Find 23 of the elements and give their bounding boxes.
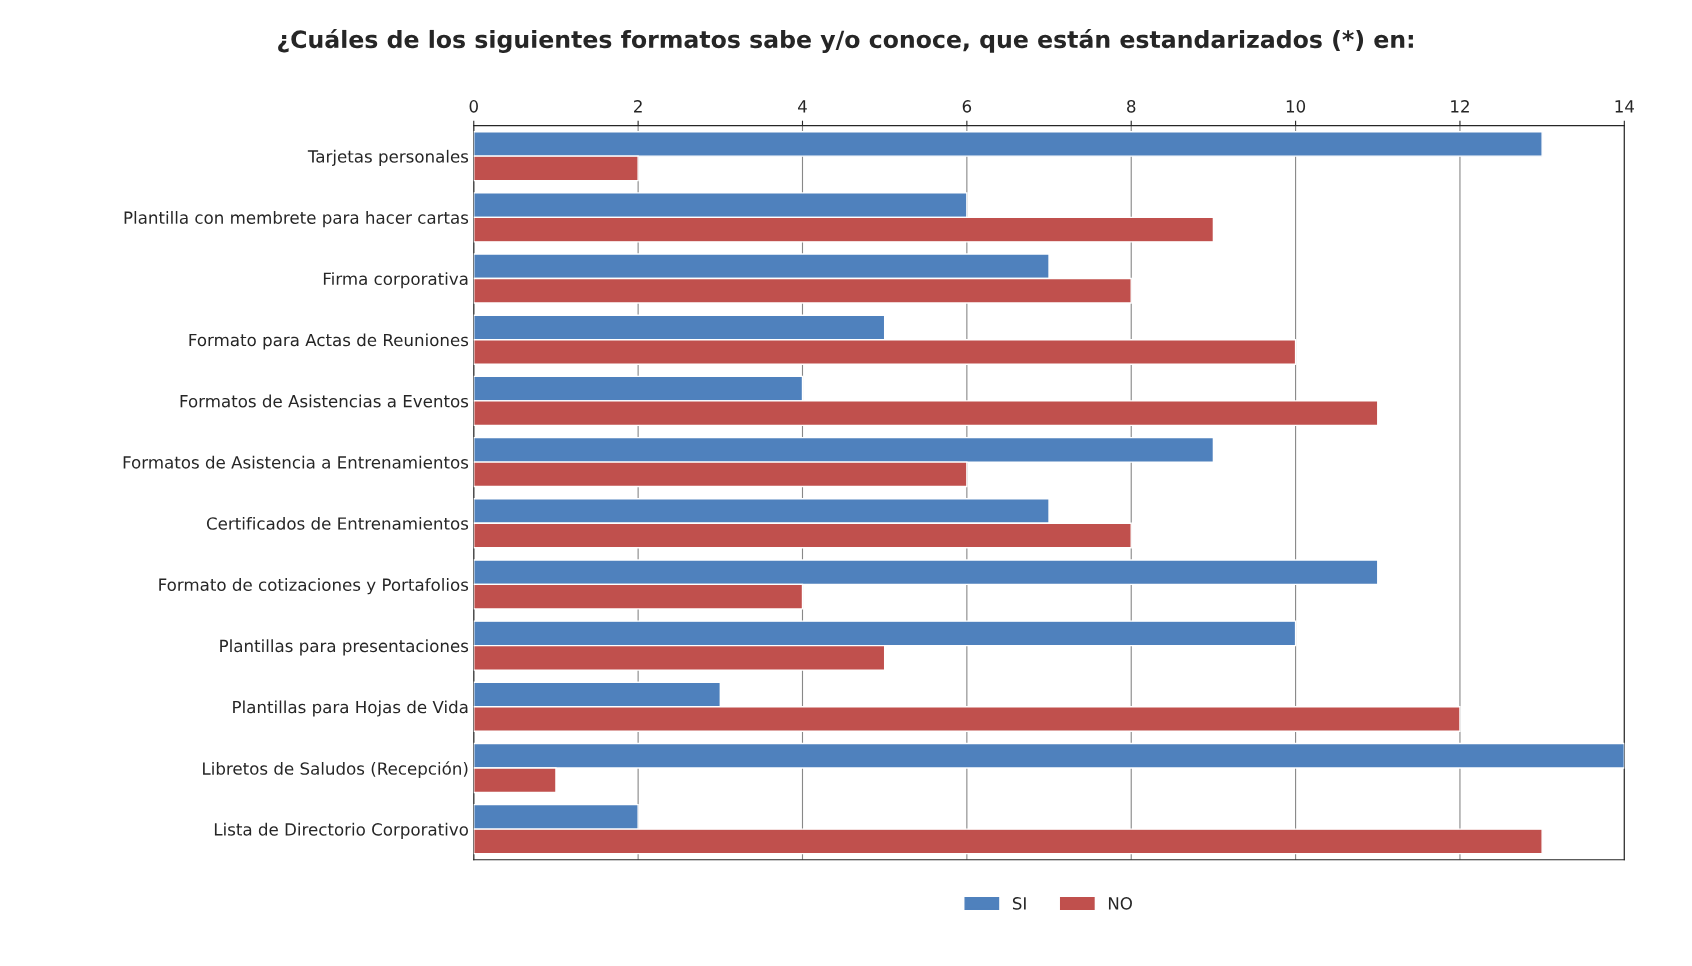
- y-tick-label: Plantillas para Hojas de Vida: [233, 700, 468, 717]
- y-tick-label: Plantillas para presentaciones: [220, 639, 469, 656]
- chart-title: ¿Cuáles de los siguientes formatos sabe y/o conoce, que están estandarizados (*) en:: [278, 28, 1413, 53]
- x-tick-label: 12: [1451, 100, 1469, 113]
- y-tick-label: Lista de Directorio Corporativo: [214, 822, 468, 839]
- y-tick-label: Certificados de Entrenamientos: [206, 516, 469, 530]
- legend-label: SI: [1012, 897, 1026, 910]
- y-tick-label: Formatos de Asistencia a Entrenamientos: [123, 455, 469, 469]
- x-tick-label: 10: [1286, 100, 1306, 113]
- x-tick-label: 8: [1127, 100, 1136, 113]
- y-tick-label: Formato para Actas de Reuniones: [189, 333, 469, 350]
- x-tick-label: 4: [798, 100, 807, 113]
- y-tick-label: Libretos de Saludos (Recepción): [203, 761, 468, 779]
- y-tick-label: Formatos de Asistencias a Eventos: [180, 394, 469, 408]
- x-tick-label: 6: [962, 100, 972, 113]
- y-tick-label: Tarjetas personales: [307, 149, 469, 166]
- x-tick-label: 2: [634, 100, 642, 113]
- y-tick-label: Formato de cotizaciones y Portafolios: [159, 578, 469, 595]
- x-tick-label: 0: [469, 100, 478, 113]
- y-tick-label: Firma corporativa: [323, 272, 468, 289]
- x-tick-label: 14: [1615, 100, 1634, 113]
- y-tick-label: Plantilla con membrete para hacer cartas: [124, 211, 469, 228]
- legend-label: NO: [1108, 897, 1132, 910]
